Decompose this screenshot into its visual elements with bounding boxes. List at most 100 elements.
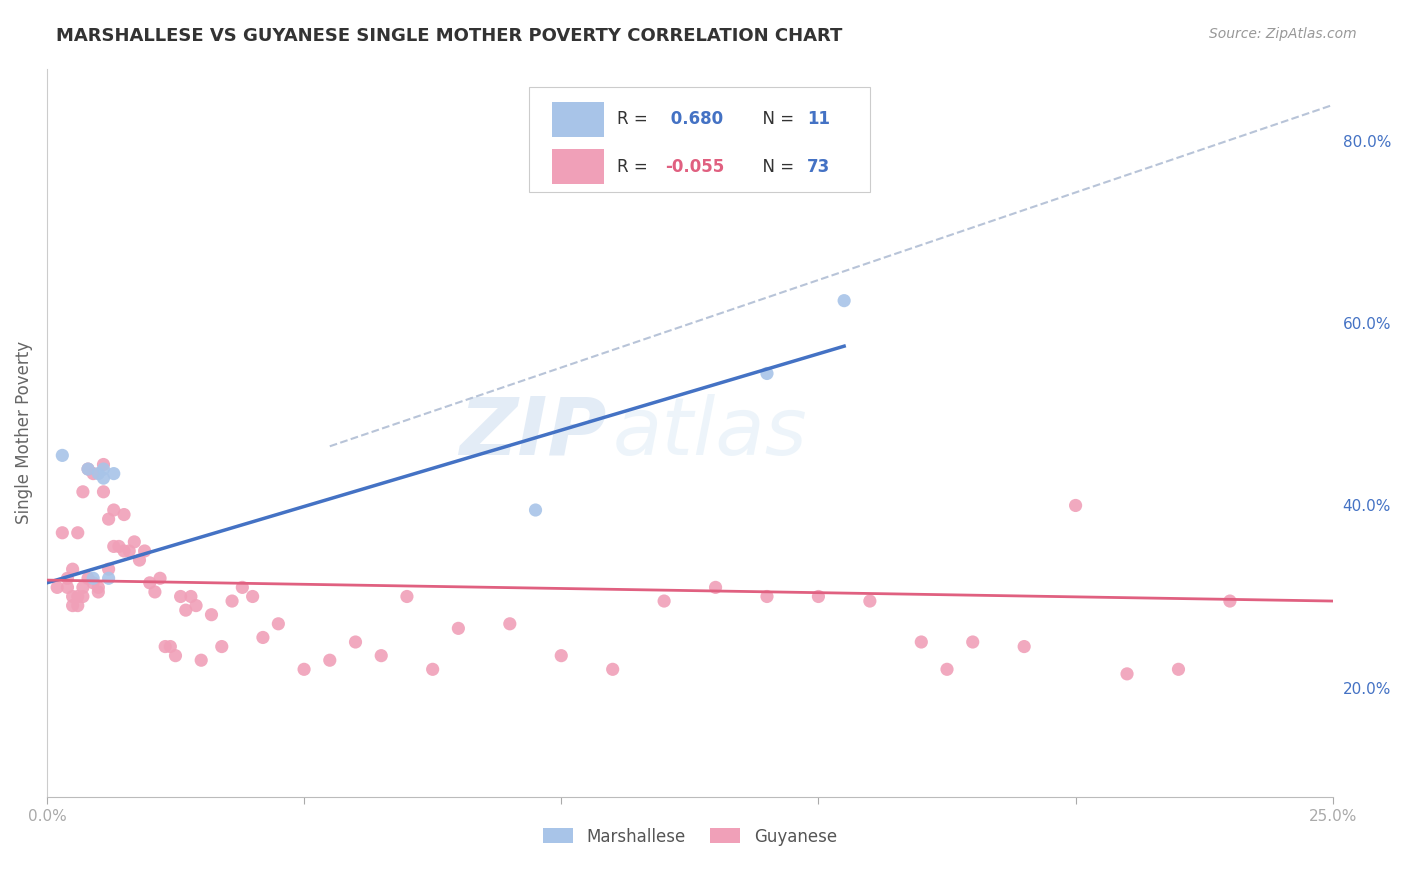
Point (72, 484, 94, 499)
Point (62, 590, 84, 604)
Point (252, 631, 274, 645)
FancyBboxPatch shape (553, 102, 603, 137)
Point (112, 508, 135, 522)
Point (93, 458, 115, 472)
Point (118, 544, 141, 558)
Point (77, 571, 100, 585)
Point (56, 571, 79, 585)
Point (704, 581, 727, 595)
Point (602, 662, 624, 676)
Text: 0.680: 0.680 (665, 111, 724, 128)
Point (832, 293, 855, 308)
Point (93, 471, 115, 485)
Point (46, 581, 69, 595)
Text: N =: N = (752, 111, 799, 128)
Point (550, 648, 572, 663)
Point (159, 640, 181, 654)
Point (51, 449, 73, 463)
Point (190, 653, 212, 667)
Point (93, 484, 115, 499)
Point (242, 590, 264, 604)
Point (499, 616, 522, 631)
Point (72, 590, 94, 604)
Point (139, 575, 162, 590)
Point (62, 562, 84, 576)
Point (124, 534, 146, 549)
Point (221, 594, 243, 608)
Text: -0.055: -0.055 (665, 158, 724, 176)
Point (344, 635, 367, 649)
Text: R =: R = (617, 111, 652, 128)
Point (1116, 666, 1139, 681)
Point (524, 503, 547, 517)
Point (112, 544, 135, 558)
Point (184, 599, 207, 613)
Point (267, 616, 290, 631)
Point (211, 640, 233, 654)
Point (51, 525, 73, 540)
Point (292, 662, 315, 676)
Text: MARSHALLESE VS GUYANESE SINGLE MOTHER POVERTY CORRELATION CHART: MARSHALLESE VS GUYANESE SINGLE MOTHER PO… (56, 27, 842, 45)
Text: R =: R = (617, 158, 652, 176)
Point (66, 525, 89, 540)
Point (97, 562, 120, 576)
Point (128, 553, 150, 567)
Point (231, 581, 253, 595)
Point (395, 590, 418, 604)
Point (62, 599, 84, 613)
Point (82, 467, 104, 481)
Point (422, 662, 444, 676)
Point (652, 594, 675, 608)
Point (153, 640, 176, 654)
Point (1167, 662, 1189, 676)
Point (77, 462, 100, 476)
Point (447, 621, 470, 635)
Point (370, 648, 392, 663)
Point (103, 540, 125, 554)
Point (103, 503, 125, 517)
Text: Source: ZipAtlas.com: Source: ZipAtlas.com (1209, 27, 1357, 41)
Point (134, 544, 156, 558)
Legend: Marshallese, Guyanese: Marshallese, Guyanese (534, 819, 845, 854)
Point (936, 662, 959, 676)
Text: 73: 73 (807, 158, 830, 176)
Point (72, 581, 94, 595)
Point (859, 594, 882, 608)
Point (1219, 594, 1241, 608)
Point (103, 467, 125, 481)
Point (87, 581, 110, 595)
Point (66, 599, 89, 613)
Point (807, 590, 830, 604)
Point (174, 603, 197, 617)
Point (1012, 640, 1035, 654)
Point (1064, 499, 1087, 513)
Point (82, 571, 104, 585)
Point (108, 540, 131, 554)
Point (756, 590, 779, 604)
Point (97, 571, 120, 585)
Point (200, 607, 222, 622)
Point (756, 367, 779, 381)
Point (82, 575, 104, 590)
Point (87, 467, 110, 481)
Text: N =: N = (752, 158, 799, 176)
Point (77, 462, 100, 476)
Point (169, 590, 191, 604)
Point (97, 512, 120, 526)
FancyBboxPatch shape (553, 149, 603, 185)
Point (910, 635, 932, 649)
Point (165, 648, 187, 663)
Y-axis label: Single Mother Poverty: Single Mother Poverty (15, 341, 32, 524)
Point (66, 590, 89, 604)
Point (180, 590, 202, 604)
Point (87, 585, 110, 599)
Text: ZIP: ZIP (458, 393, 606, 472)
Text: atlas: atlas (613, 393, 807, 472)
Point (962, 635, 984, 649)
Point (149, 571, 172, 585)
Point (56, 581, 79, 595)
FancyBboxPatch shape (529, 87, 870, 193)
Text: 11: 11 (807, 111, 830, 128)
Point (143, 585, 166, 599)
Point (319, 653, 342, 667)
